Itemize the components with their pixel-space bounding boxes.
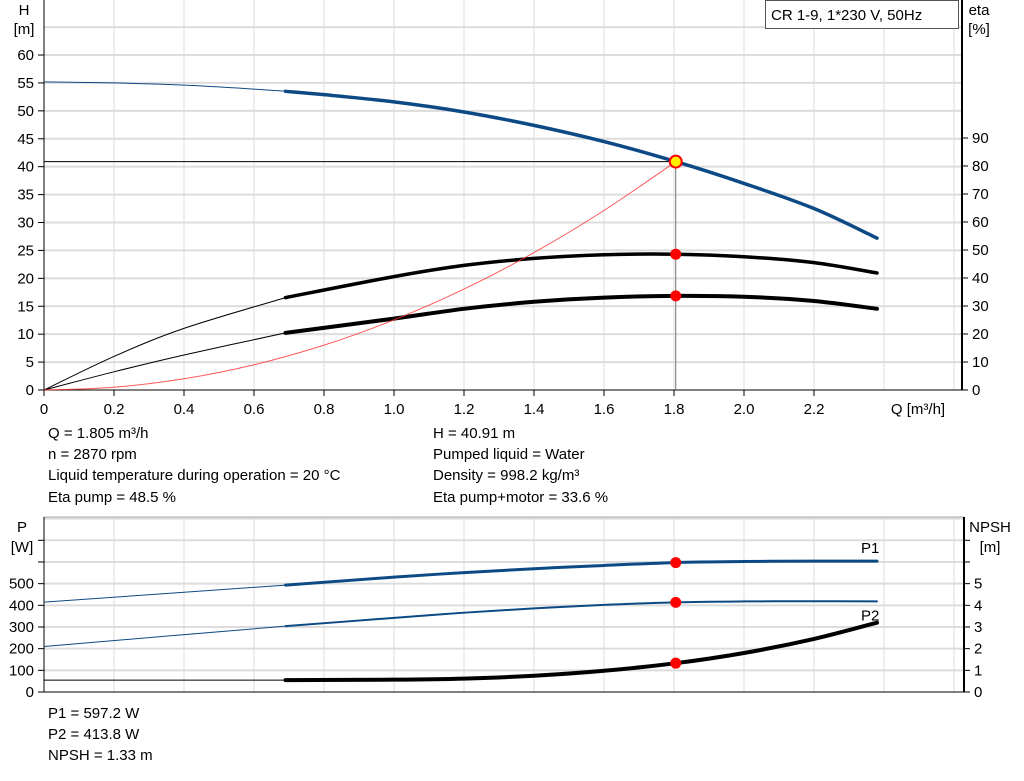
x-tick-label: 1.2: [454, 401, 475, 418]
y2-axis-unit: [%]: [968, 21, 990, 38]
series-eta_total: [283, 293, 879, 335]
y2-tick-label: 2: [974, 641, 982, 658]
y2-tick-label: 60: [972, 214, 989, 231]
y-tick-label: 300: [9, 619, 34, 636]
series-NPSH: [283, 620, 879, 683]
legend-box: [765, 0, 959, 29]
npsh-point: [670, 657, 682, 669]
x-axis-label: Q [m³/h]: [891, 401, 945, 418]
eta-total-point: [670, 290, 682, 302]
x-tick-label: 0.2: [104, 401, 125, 418]
y2-tick-label: 0: [972, 382, 980, 399]
y-tick-label: 400: [9, 597, 34, 614]
legend-text: CR 1-9, 1*230 V, 50Hz: [771, 7, 922, 24]
series-eta_pump: [283, 252, 879, 300]
y2-tick-label: 50: [972, 242, 989, 259]
y2-tick-label: 40: [972, 270, 989, 287]
y2-axis-unit: [m]: [980, 539, 1001, 556]
eta-pump-point: [670, 248, 682, 260]
info-q: Q = 1.805 m³/h: [48, 425, 149, 442]
y-axis-label: H: [19, 2, 30, 19]
x-tick-label: 1.0: [384, 401, 405, 418]
x-tick-label: 1.8: [664, 401, 685, 418]
x-tick-label: 0: [40, 401, 48, 418]
y2-tick-label: 20: [972, 326, 989, 343]
y2-tick-label: 0: [974, 684, 982, 701]
info-npsh: NPSH = 1.33 m: [48, 747, 153, 764]
y-tick-label: 0: [26, 382, 34, 399]
y2-tick-label: 10: [972, 354, 989, 371]
y-tick-label: 60: [17, 47, 34, 64]
y-tick-label: 100: [9, 662, 34, 679]
series-P2-extrapolated: [43, 625, 286, 647]
y2-tick-label: 30: [972, 298, 989, 315]
x-tick-label: 0.4: [174, 401, 195, 418]
performance-chart: 0 5 10 15 20 25 30 35 40 45 50 55 60 0 10 20 30 40 50 60 70 8…: [14, 0, 991, 418]
y-tick-label: 0: [26, 684, 34, 701]
series-P1-extrapolated: [43, 584, 286, 603]
info-p1: P1 = 597.2 W: [48, 705, 140, 722]
x-tick-label: 2.2: [804, 401, 825, 418]
y-tick-label: 30: [17, 215, 34, 232]
series-eta_pump-extrapolated: [43, 297, 286, 391]
series-eta_total-extrapolated: [43, 332, 286, 391]
x-tick-label: 2.0: [734, 401, 755, 418]
series-H-extrapolated: [43, 81, 286, 92]
info-eta-pump: Eta pump = 48.5 %: [48, 489, 176, 506]
p2-point: [670, 596, 682, 608]
y2-tick-label: 80: [972, 158, 989, 175]
y2-tick-label: 4: [974, 597, 982, 614]
p1-point: [670, 557, 682, 569]
series-system_curve: [43, 161, 677, 391]
x-tick-label: 1.4: [524, 401, 545, 418]
y-tick-label: 200: [9, 641, 34, 658]
y-tick-label: 10: [17, 326, 34, 343]
series-P1: [284, 559, 879, 587]
y-tick-label: 20: [17, 270, 34, 287]
y-tick-label: 40: [17, 159, 34, 176]
y-tick-label: 55: [17, 75, 34, 92]
y-tick-label: 45: [17, 131, 34, 148]
series-label-P2: P2: [861, 607, 879, 624]
y2-tick-label: 3: [974, 619, 982, 636]
x-tick-label: 0.6: [244, 401, 265, 418]
x-tick-label: 1.6: [594, 401, 615, 418]
y-axis-label: P: [17, 519, 27, 536]
y-tick-label: 500: [9, 576, 34, 593]
y-tick-label: 50: [17, 103, 34, 120]
y2-axis-label: eta: [969, 2, 991, 19]
series-H: [283, 89, 879, 240]
y-tick-label: 35: [17, 187, 34, 204]
info-p2: P2 = 413.8 W: [48, 726, 140, 743]
y2-tick-label: 5: [974, 576, 982, 593]
y-tick-label: 25: [17, 242, 34, 259]
y-tick-label: 5: [26, 354, 34, 371]
info-head: H = 40.91 m: [433, 425, 516, 442]
info-speed: n = 2870 rpm: [48, 446, 137, 463]
y-tick-label: 15: [17, 298, 34, 315]
series-P2: [284, 600, 878, 628]
info-density: Density = 998.2 kg/m³: [433, 467, 580, 484]
series-label-P1: P1: [861, 540, 879, 557]
info-temperature: Liquid temperature during operation = 20…: [48, 467, 341, 484]
duty-point: [668, 154, 683, 169]
info-eta-total: Eta pump+motor = 33.6 %: [433, 489, 609, 506]
y-axis-unit: [W]: [11, 539, 34, 556]
y2-tick-label: 1: [974, 662, 982, 679]
y2-tick-label: 90: [972, 130, 989, 147]
x-tick-label: 0.8: [314, 401, 335, 418]
info-liquid: Pumped liquid = Water: [433, 446, 585, 463]
y2-axis-label: NPSH: [969, 519, 1011, 536]
y2-tick-label: 70: [972, 186, 989, 203]
y-axis-unit: [m]: [14, 21, 35, 38]
